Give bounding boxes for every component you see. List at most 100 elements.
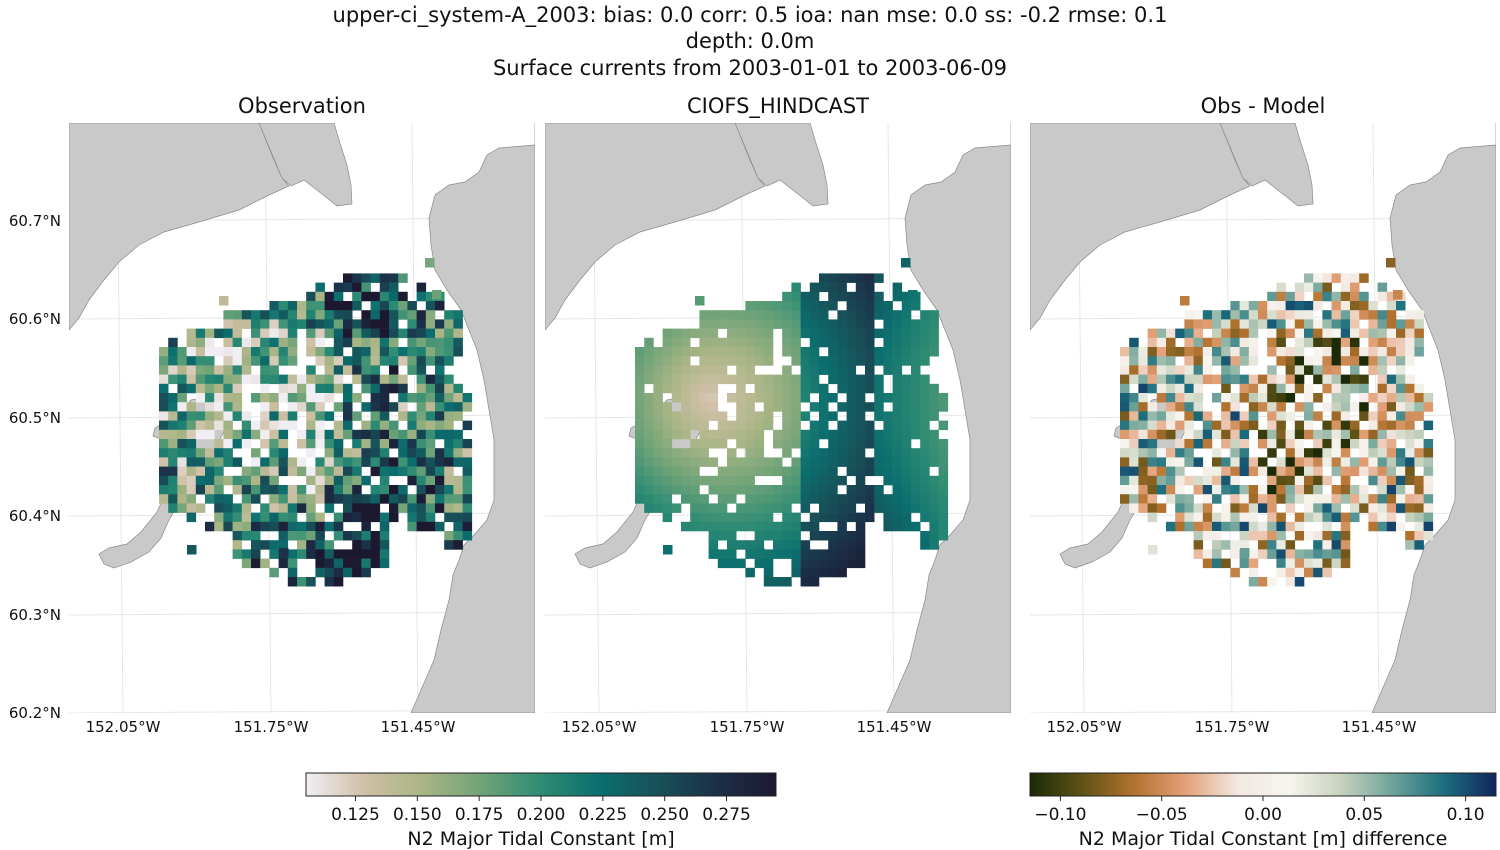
data-cell xyxy=(782,310,792,320)
data-cell xyxy=(773,503,783,513)
data-cell xyxy=(1184,457,1194,467)
data-cell xyxy=(379,549,390,559)
data-cell xyxy=(324,365,335,375)
data-cell xyxy=(1405,466,1415,477)
data-cell xyxy=(1248,521,1259,532)
data-cell xyxy=(791,429,801,440)
data-cell xyxy=(425,457,436,467)
data-cell xyxy=(159,347,169,357)
data-cell xyxy=(398,503,408,513)
data-cell xyxy=(828,558,838,569)
data-cell xyxy=(690,475,700,486)
data-cell xyxy=(773,494,783,504)
data-cell xyxy=(837,549,847,559)
data-cell xyxy=(1405,429,1415,440)
data-cell xyxy=(278,448,289,458)
data-cell xyxy=(425,383,436,394)
data-cell xyxy=(653,383,663,394)
data-cell xyxy=(1147,347,1158,357)
data-cell xyxy=(1322,337,1332,348)
data-cell xyxy=(159,402,169,412)
data-cell xyxy=(708,310,719,320)
data-cell xyxy=(736,402,746,412)
data-cell xyxy=(1285,301,1296,311)
data-cell xyxy=(809,301,820,311)
data-cell xyxy=(177,383,187,394)
data-cell xyxy=(1184,328,1194,339)
data-cell xyxy=(1313,540,1323,550)
data-cell xyxy=(929,429,939,440)
data-cell xyxy=(865,301,875,311)
data-cell xyxy=(727,558,737,569)
data-cell xyxy=(754,457,765,467)
data-cell xyxy=(773,549,783,559)
data-cell xyxy=(241,365,252,375)
data-cell xyxy=(874,457,884,467)
data-cell xyxy=(901,457,912,467)
data-cell xyxy=(938,457,949,467)
data-cell xyxy=(635,420,645,431)
data-cell xyxy=(205,466,215,477)
data-cell xyxy=(1193,439,1204,449)
data-cell xyxy=(1396,301,1406,311)
data-cell xyxy=(1386,356,1397,366)
data-cell xyxy=(343,448,353,458)
data-cell xyxy=(1276,374,1286,385)
data-cell xyxy=(901,466,912,477)
data-cell xyxy=(1147,503,1158,513)
data-cell xyxy=(324,494,335,504)
data-cell xyxy=(699,475,709,486)
data-cell xyxy=(315,282,325,293)
data-cell xyxy=(938,521,949,532)
data-cell xyxy=(315,567,325,578)
data-cell xyxy=(260,411,270,421)
data-cell xyxy=(754,374,765,385)
data-cell xyxy=(333,429,344,440)
data-cell xyxy=(1212,466,1222,477)
data-cell xyxy=(773,439,783,449)
data-cell xyxy=(865,402,875,412)
data-cell xyxy=(278,347,289,357)
data-cell xyxy=(736,337,746,348)
data-cell xyxy=(644,494,654,504)
data-cell xyxy=(911,466,921,477)
data-cell xyxy=(1138,429,1148,440)
data-cell xyxy=(425,393,436,403)
data-cell xyxy=(1129,485,1139,495)
data-cell xyxy=(370,549,381,559)
data-cell xyxy=(306,448,316,458)
data-cell xyxy=(462,420,473,431)
data-cell xyxy=(177,393,187,403)
data-cell xyxy=(1304,356,1314,366)
data-cell xyxy=(1377,374,1388,385)
data-cell xyxy=(1386,457,1397,467)
data-cell xyxy=(168,475,178,486)
data-cell xyxy=(361,420,371,431)
data-cell xyxy=(892,512,903,523)
data-cell xyxy=(1276,291,1286,302)
data-cell xyxy=(1267,383,1277,394)
data-cell xyxy=(370,503,381,513)
data-cell xyxy=(370,365,381,375)
data-cell xyxy=(333,319,344,329)
data-cell xyxy=(379,420,390,431)
data-cell xyxy=(855,411,866,421)
data-cell xyxy=(846,457,857,467)
data-cell xyxy=(1386,494,1397,504)
data-cell xyxy=(1193,310,1204,320)
data-cell xyxy=(425,310,436,320)
data-cell xyxy=(1258,577,1268,587)
data-cell xyxy=(416,310,427,320)
data-cell xyxy=(214,347,224,357)
data-cell xyxy=(1405,512,1415,523)
data-cell xyxy=(333,301,344,311)
data-cell xyxy=(407,457,417,467)
x-tick-label: 151.45°W xyxy=(1342,718,1417,736)
data-cell xyxy=(232,374,243,385)
data-cell xyxy=(462,457,473,467)
data-cell xyxy=(1248,577,1259,587)
data-cell xyxy=(800,577,811,587)
data-cell xyxy=(1175,411,1185,421)
data-cell xyxy=(352,347,362,357)
